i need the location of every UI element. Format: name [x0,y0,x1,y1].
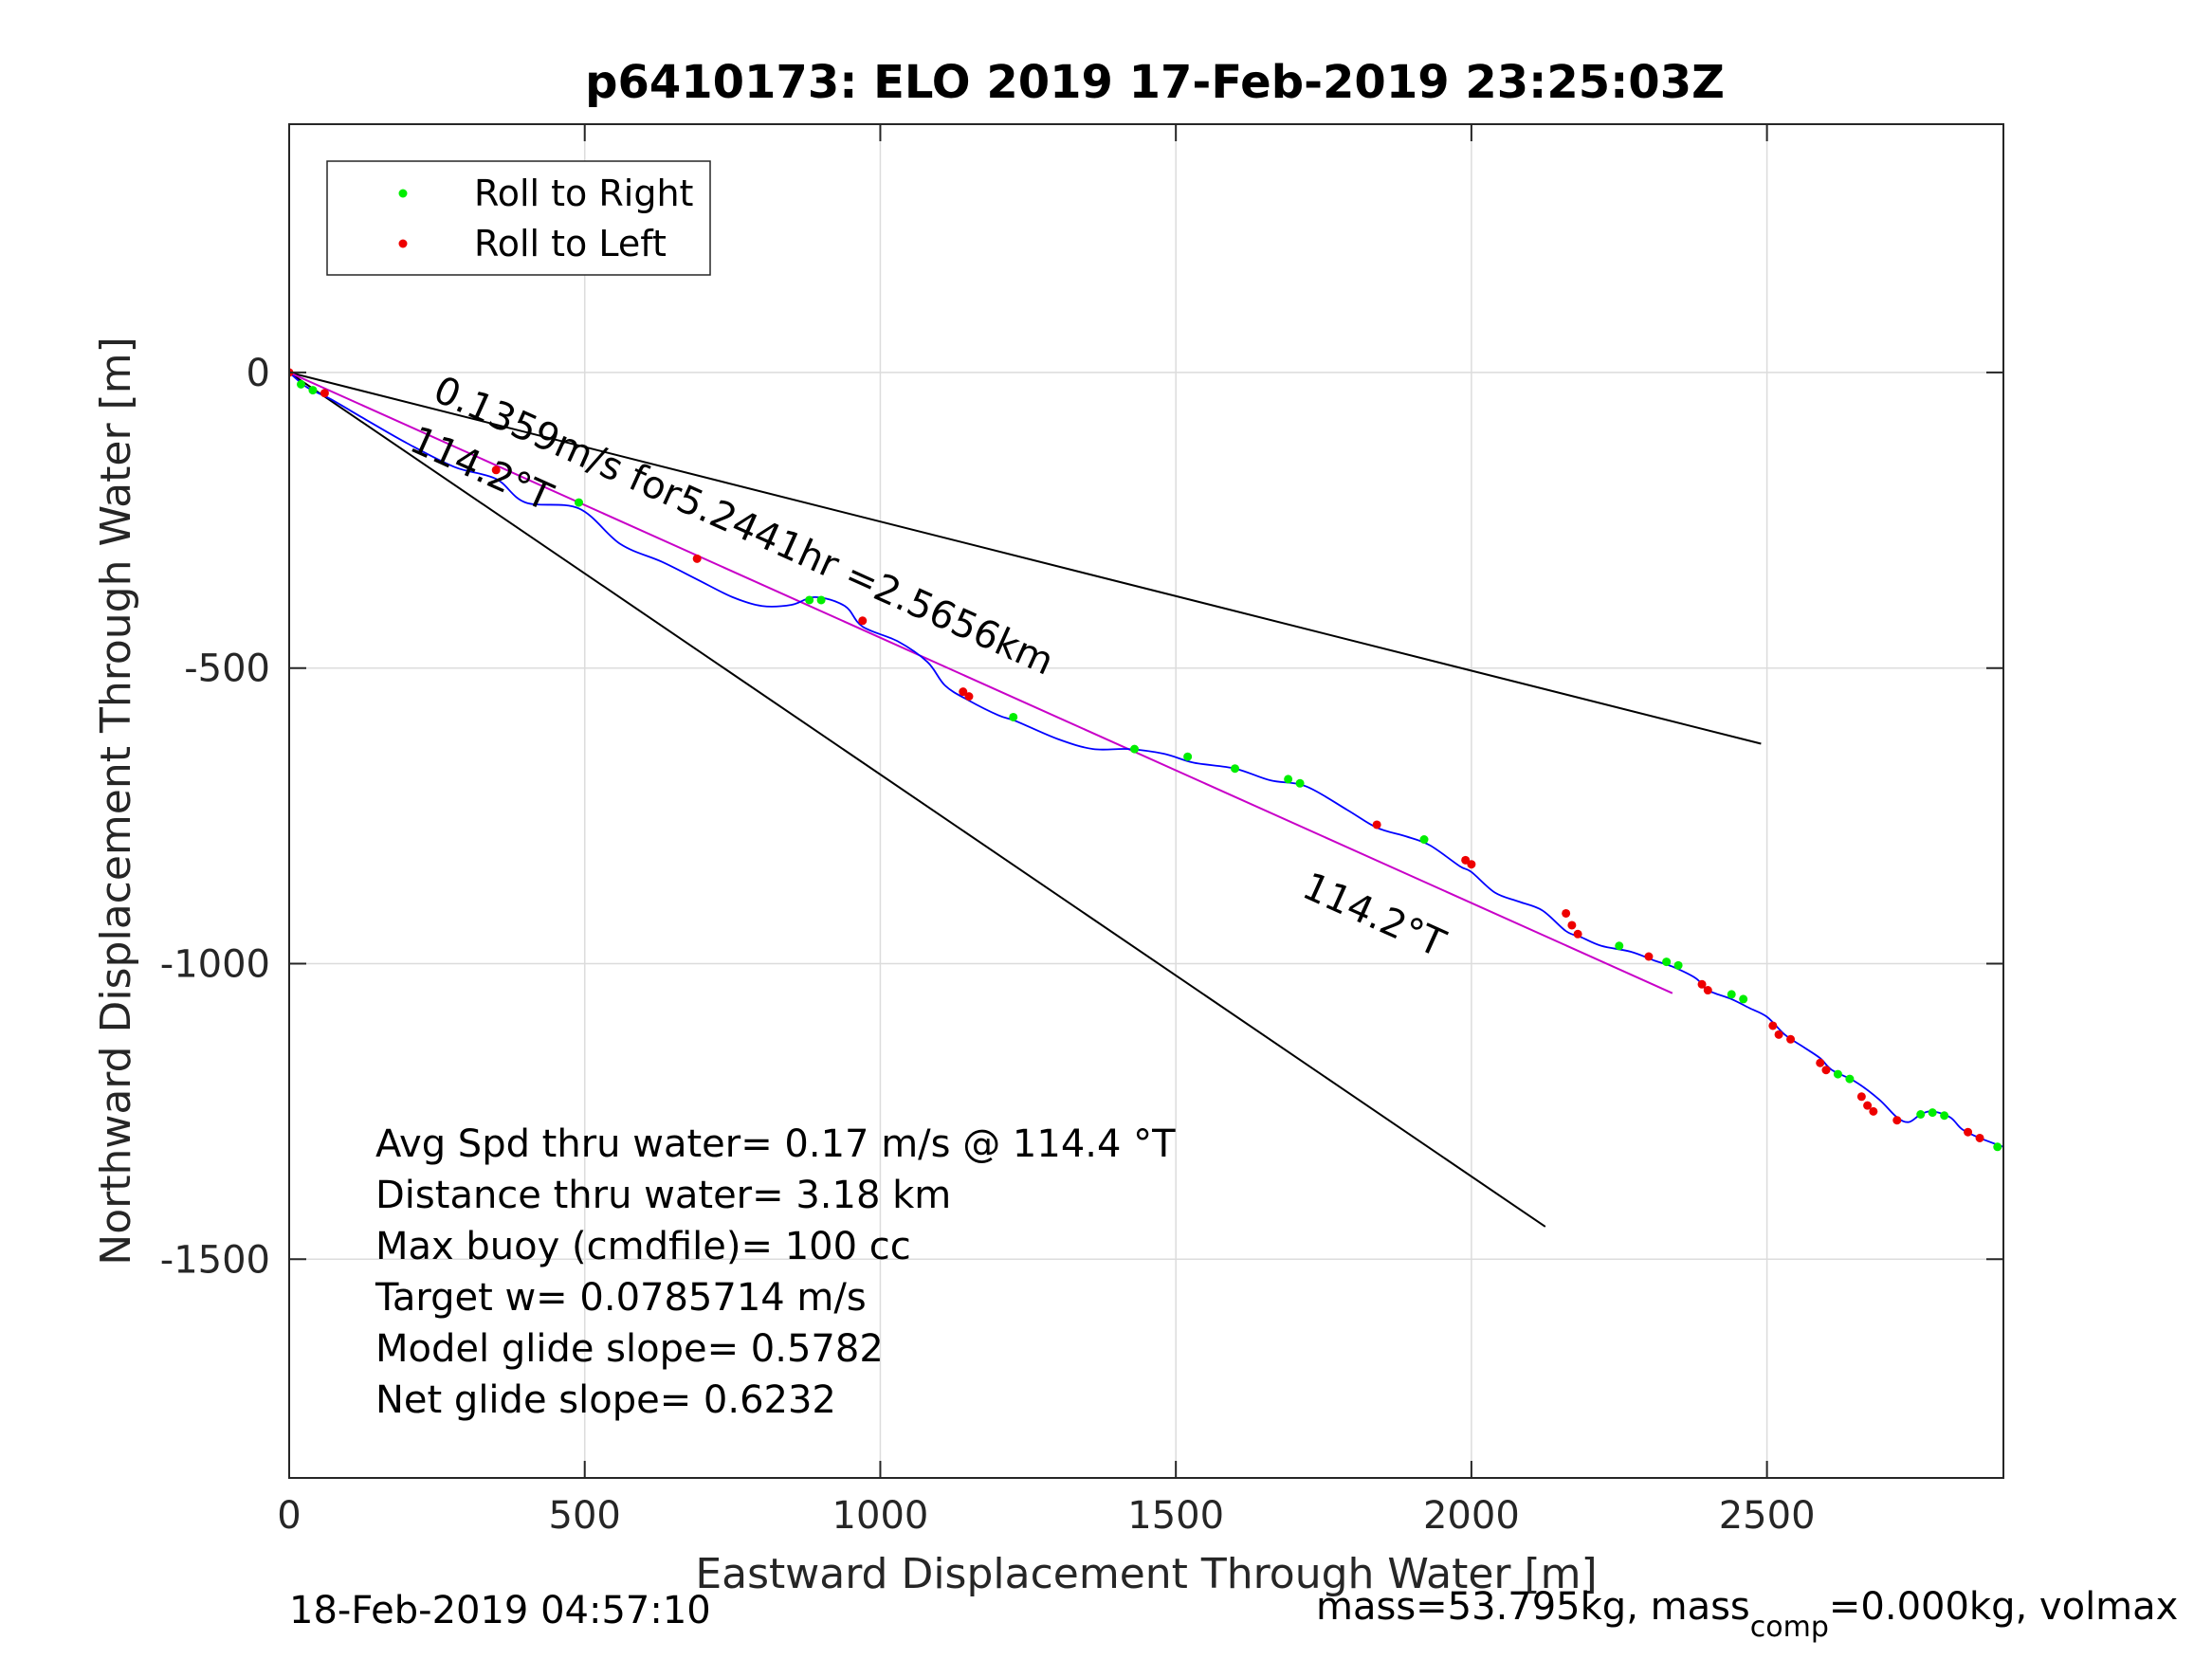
footer-mass-sub: comp [1750,1611,1829,1644]
roll-right-point [574,498,583,507]
roll-left-point [1567,921,1577,930]
roll-right-point [1928,1108,1937,1118]
roll-right-point [1916,1109,1926,1119]
roll-right-point [1993,1142,2002,1152]
roll-right-point [1845,1074,1855,1084]
roll-left-point [1467,860,1476,869]
stats-target-w: Target w= 0.0785714 m/s [375,1276,867,1320]
mean-track-line [289,371,1673,994]
stats-block: Avg Spd thru water= 0.17 m/s @ 114.4 °T … [375,1122,1176,1422]
stats-max-buoy: Max buoy (cmdfile)= 100 cc [375,1225,911,1268]
roll-right-point [1130,744,1140,754]
roll-left-point [1964,1127,1973,1137]
x-tick-label: 2500 [1719,1494,1816,1538]
roll-left-point [1644,952,1654,961]
roll-left-point [1863,1101,1873,1110]
roll-left-point [1821,1066,1831,1075]
roll-right-point [816,595,826,605]
legend-label-roll-left: Roll to Left [474,223,667,264]
roll-right-point [1009,712,1018,721]
footer-mass-info: mass=53.795kg, masscomp=0.000kg, volmax [1316,1585,2178,1644]
x-tick-label: 500 [549,1494,621,1538]
roll-right-point [1727,990,1736,999]
current-vector-line [289,371,1762,745]
y-tick-label: -500 [184,647,270,691]
roll-right-point [1295,778,1305,788]
roll-left-point [1975,1133,1984,1142]
roll-left-point [1869,1106,1878,1116]
axis-ticks: 0 500 1000 1500 2000 2500 0 -500 -1000 -1500 [160,124,2003,1538]
y-axis-label: Northward Displacement Through Water [m] [92,337,140,1265]
roll-right-point [1183,752,1193,761]
roll-right-point [1615,941,1624,951]
legend: Roll to Right Roll to Left [326,160,711,276]
roll-left-point [959,687,968,697]
roll-left-point [1768,1021,1778,1030]
roll-left-point [491,465,501,475]
roll-right-point [1940,1111,1949,1121]
plot-area [289,124,2003,1478]
footer-timestamp: 18-Feb-2019 04:57:10 [289,1589,711,1632]
legend-marker-roll-left [398,239,408,248]
footer-mass-pre: mass=53.795kg, mass [1316,1585,1750,1629]
roll-left-point [1856,1092,1866,1102]
stats-avg-speed: Avg Spd thru water= 0.17 m/s @ 114.4 °T [375,1122,1176,1166]
roll-left-point [1703,986,1712,995]
x-tick-label: 1500 [1127,1494,1224,1538]
roll-left-point [1372,820,1381,830]
roll-left-point [1573,929,1582,939]
footer-mass-post: =0.000kg, volmax [1829,1585,2178,1629]
heading-line [289,372,1546,1228]
roll-left-point [1562,908,1571,918]
grid-lines [288,124,2003,1478]
stats-model-glide-slope: Model glide slope= 0.5782 [375,1327,884,1371]
chart-title: p6410173: ELO 2019 17-Feb-2019 23:25:03Z [585,56,1725,109]
x-axis-label: Eastward Displacement Through Water [m] [695,1550,1597,1598]
roll-right-point [1419,835,1429,845]
roll-left-point [1774,1030,1783,1039]
roll-left-point [320,389,329,398]
stats-distance: Distance thru water= 3.18 km [375,1174,951,1217]
legend-label-roll-right: Roll to Right [474,173,693,214]
roll-left-point [692,554,702,563]
legend-marker-roll-right [398,189,408,198]
y-tick-label: 0 [247,352,270,395]
roll-right-point [1739,994,1748,1004]
legend-box [326,160,711,276]
roll-left-point [1461,855,1471,865]
x-tick-label: 2000 [1423,1494,1520,1538]
roll-left-point [858,616,868,626]
roll-right-point [1231,764,1240,774]
stats-net-glide-slope: Net glide slope= 0.6232 [375,1378,836,1422]
roll-left-point [964,692,974,702]
roll-right-point [296,379,305,389]
roll-right-point [805,595,814,605]
roll-left-point [1697,979,1707,989]
roll-right-point [1662,957,1672,967]
roll-right-point [1833,1069,1842,1079]
y-tick-label: -1500 [160,1238,270,1282]
roll-left-point [1786,1034,1796,1044]
y-tick-label: -1000 [160,942,270,986]
roll-right-point [308,386,318,395]
x-tick-label: 1000 [832,1494,929,1538]
roll-right-point [1673,960,1683,970]
roll-left-point [1892,1116,1902,1125]
roll-right-point [1284,775,1293,784]
axes-box [288,123,2004,1479]
x-tick-label: 0 [277,1494,301,1538]
roll-left-point [1816,1058,1825,1067]
